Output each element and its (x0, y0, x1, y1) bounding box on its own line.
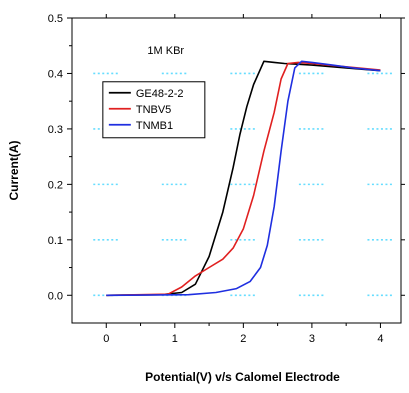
legend-label: TNBV5 (136, 104, 171, 116)
chart-annotation: 1M KBr (147, 45, 184, 57)
axis-ticks: 0 1 2 3 4 0.0 0.1 0.2 0.3 0.4 0.5 (48, 13, 405, 345)
y-axis-title: Current(A) (7, 141, 21, 201)
y-tick-label: 0.4 (48, 68, 63, 80)
plot-frame (71, 17, 402, 324)
series-lines (106, 60, 381, 297)
y-tick-label: 0.3 (48, 124, 63, 136)
x-axis-title: Potential(V) v/s Calomel Electrode (145, 370, 340, 384)
x-tick-label: 1 (172, 333, 178, 345)
y-tick-label: 0.0 (48, 290, 63, 302)
legend-label: TNMB1 (136, 120, 173, 132)
series-line-tnbv5 (106, 61, 381, 297)
y-tick-label: 0.5 (48, 13, 63, 25)
legend: GE48-2-2 TNBV5 TNMB1 (102, 81, 206, 139)
legend-box (102, 81, 206, 139)
y-tick-label: 0.2 (48, 179, 63, 191)
series-line-tnmb1 (106, 60, 381, 297)
x-tick-label: 0 (103, 333, 109, 345)
x-tick-label: 3 (309, 333, 315, 345)
legend-label: GE48-2-2 (136, 88, 184, 100)
x-tick-label: 2 (240, 333, 246, 345)
y-tick-label: 0.1 (48, 235, 63, 247)
x-tick-label: 4 (377, 333, 383, 345)
